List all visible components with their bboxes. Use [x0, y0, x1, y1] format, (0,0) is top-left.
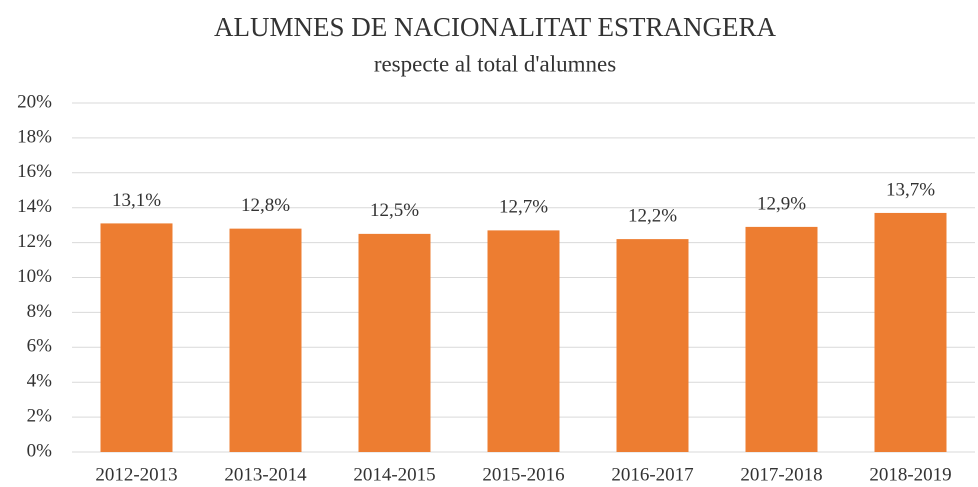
y-tick-label: 8% [27, 301, 53, 322]
y-tick-label: 14% [17, 196, 52, 217]
y-tick-label: 10% [17, 266, 52, 287]
bar [229, 228, 302, 452]
data-label: 12,2% [628, 205, 677, 226]
chart-title: ALUMNES DE NACIONALITAT ESTRANGERA [214, 12, 777, 42]
x-tick-label: 2013-2014 [224, 464, 307, 485]
bar [616, 239, 689, 452]
x-tick-label: 2014-2015 [353, 464, 435, 485]
data-label: 12,8% [241, 195, 290, 216]
x-tick-label: 2016-2017 [611, 464, 693, 485]
x-tick-label: 2017-2018 [740, 464, 822, 485]
bar [745, 226, 818, 452]
bar [874, 212, 947, 452]
bar [487, 230, 560, 452]
x-tick-label: 2018-2019 [869, 464, 951, 485]
bar [100, 223, 173, 452]
data-label: 12,5% [370, 200, 419, 221]
y-tick-label: 12% [17, 231, 52, 252]
y-tick-label: 0% [27, 440, 53, 461]
y-tick-label: 6% [27, 336, 53, 357]
y-tick-label: 16% [17, 161, 52, 182]
x-tick-label: 2012-2013 [95, 464, 177, 485]
x-tick-label: 2015-2016 [482, 464, 564, 485]
y-tick-label: 4% [27, 371, 53, 392]
chart-subtitle: respecte al total d'alumnes [374, 51, 616, 76]
y-tick-label: 20% [17, 91, 52, 112]
bar [358, 233, 431, 452]
y-tick-label: 2% [27, 405, 53, 426]
data-label: 13,7% [886, 179, 935, 200]
data-label: 12,9% [757, 193, 806, 214]
y-tick-label: 18% [17, 126, 52, 147]
data-label: 13,1% [112, 190, 161, 211]
data-label: 12,7% [499, 197, 548, 218]
